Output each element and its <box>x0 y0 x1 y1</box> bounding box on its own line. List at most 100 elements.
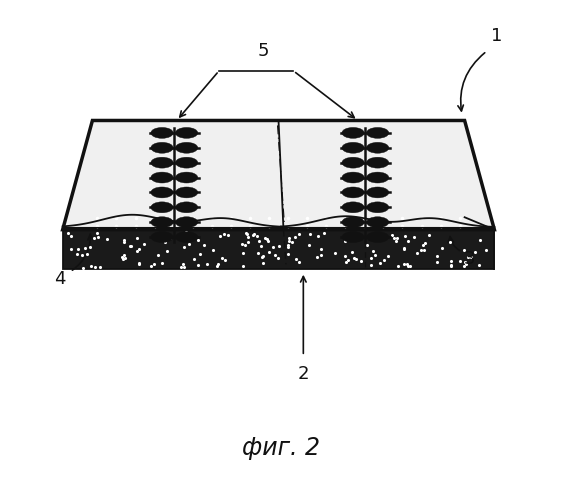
Ellipse shape <box>151 142 173 153</box>
Point <box>350 254 359 262</box>
Point <box>139 241 148 249</box>
Ellipse shape <box>175 142 198 153</box>
Text: 2: 2 <box>298 365 309 383</box>
Point <box>288 238 297 246</box>
Point <box>243 238 252 246</box>
Point <box>196 250 205 258</box>
Point <box>366 260 375 268</box>
Point <box>96 263 105 271</box>
Point <box>208 246 217 253</box>
Point <box>78 251 87 259</box>
Polygon shape <box>62 230 495 269</box>
Point <box>399 260 408 268</box>
Point <box>203 260 212 268</box>
Point <box>91 263 100 271</box>
Text: фиг. 2: фиг. 2 <box>242 436 320 460</box>
Point <box>257 243 266 250</box>
Point <box>126 242 135 250</box>
Ellipse shape <box>342 172 364 183</box>
Point <box>257 253 266 261</box>
Point <box>446 239 455 247</box>
Point <box>180 243 189 250</box>
Point <box>119 255 128 263</box>
Point <box>259 252 268 260</box>
Point <box>351 255 360 263</box>
Point <box>134 258 143 266</box>
Point <box>87 262 96 270</box>
Point <box>399 244 408 252</box>
Point <box>433 258 442 266</box>
Point <box>193 260 202 268</box>
Ellipse shape <box>175 217 198 228</box>
Point <box>362 241 371 249</box>
Point <box>200 242 209 250</box>
Point <box>433 252 442 260</box>
Ellipse shape <box>366 187 389 198</box>
Point <box>274 254 283 262</box>
Point <box>406 262 415 270</box>
Point <box>135 245 144 253</box>
Ellipse shape <box>175 232 198 243</box>
Point <box>404 237 413 245</box>
Point <box>348 248 357 255</box>
Point <box>265 248 274 255</box>
Point <box>238 262 247 270</box>
Point <box>180 262 189 270</box>
Point <box>462 260 471 268</box>
Point <box>160 238 169 246</box>
Point <box>305 241 314 249</box>
Point <box>341 252 350 260</box>
Point <box>475 237 484 245</box>
Point <box>313 232 322 240</box>
Point <box>248 231 257 239</box>
Point <box>316 245 325 252</box>
Point <box>370 251 379 259</box>
Point <box>376 258 385 266</box>
Ellipse shape <box>175 157 198 168</box>
Point <box>402 259 411 267</box>
Point <box>182 228 191 236</box>
Point <box>284 243 293 250</box>
Text: 3: 3 <box>464 250 475 268</box>
Point <box>119 236 128 244</box>
Point <box>474 260 483 268</box>
Point <box>219 230 228 238</box>
Point <box>274 242 283 250</box>
Point <box>133 247 142 255</box>
Point <box>264 237 273 245</box>
Point <box>341 237 350 245</box>
Point <box>425 231 434 239</box>
Point <box>270 250 279 258</box>
Point <box>102 235 111 243</box>
Point <box>243 230 252 238</box>
Point <box>464 252 473 260</box>
Point <box>179 260 188 268</box>
Point <box>250 230 259 238</box>
Point <box>92 229 101 237</box>
Point <box>254 249 263 257</box>
Ellipse shape <box>151 127 173 138</box>
Point <box>343 256 352 264</box>
Point <box>260 235 269 243</box>
Point <box>416 246 425 254</box>
Ellipse shape <box>342 142 364 153</box>
Ellipse shape <box>175 202 198 213</box>
Point <box>78 263 87 271</box>
Ellipse shape <box>151 217 173 228</box>
Point <box>74 245 83 253</box>
Point <box>447 261 456 269</box>
Point <box>193 236 202 244</box>
Point <box>466 253 475 261</box>
Ellipse shape <box>366 217 389 228</box>
Point <box>176 263 185 271</box>
Ellipse shape <box>342 157 364 168</box>
Point <box>90 235 99 243</box>
Point <box>290 233 299 241</box>
Point <box>420 246 429 253</box>
Point <box>165 234 174 242</box>
Point <box>447 262 456 270</box>
Polygon shape <box>62 120 495 230</box>
Point <box>295 231 304 239</box>
Point <box>459 262 468 270</box>
Point <box>312 253 321 261</box>
